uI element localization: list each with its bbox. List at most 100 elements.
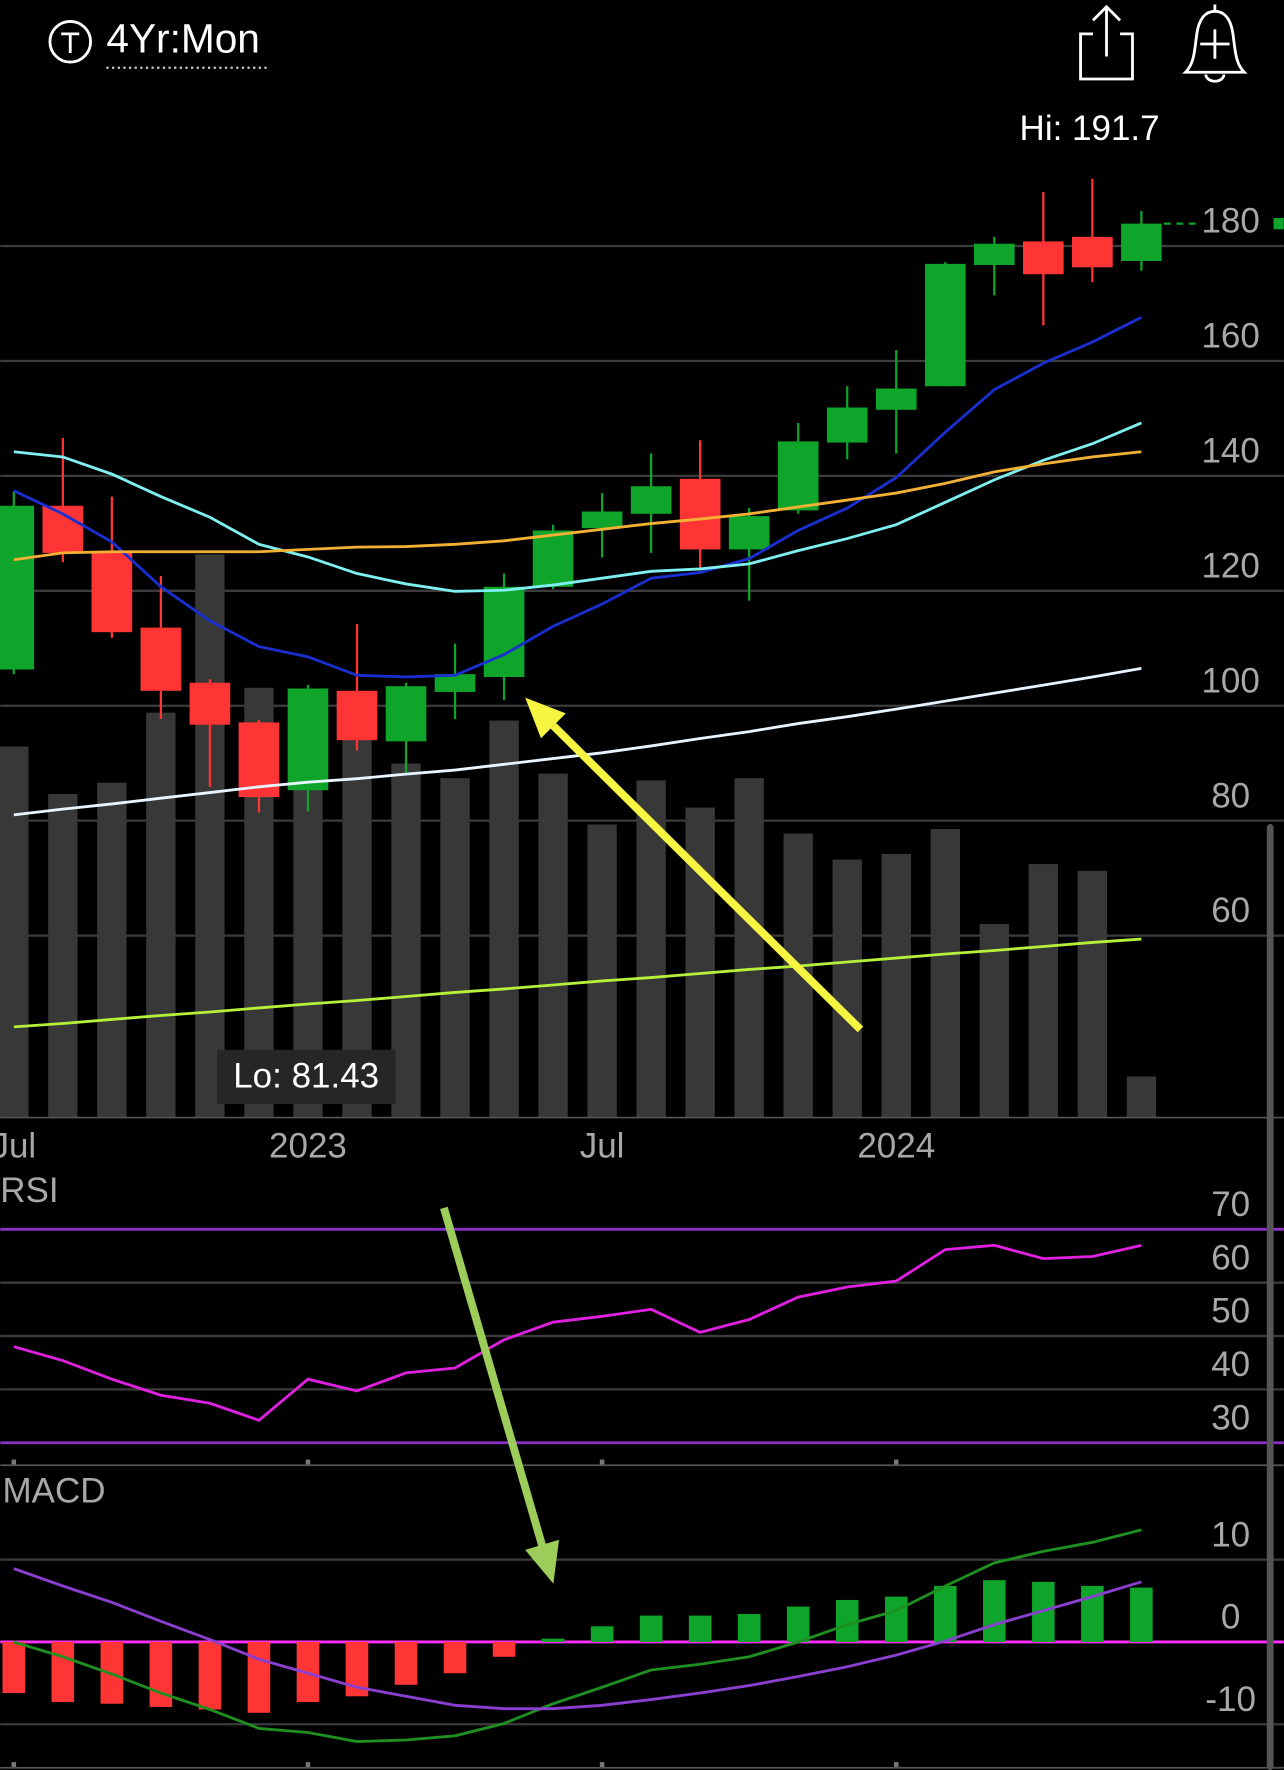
indicator-line [13, 316, 1143, 679]
candle-body [287, 688, 329, 791]
y-tick-label: -10 [1205, 1680, 1256, 1719]
candle-body [0, 505, 35, 670]
candle-body [1023, 241, 1064, 275]
x-tick-label: Jul [580, 1126, 625, 1165]
candle-body [777, 441, 819, 511]
candle-body [679, 478, 721, 550]
candles [0, 178, 1162, 813]
volume-bar [1077, 870, 1108, 1118]
front-layer: 1801601401201008060Jul2023Jul20247060504… [0, 178, 1284, 1768]
y-tick-label: 0 [1221, 1598, 1240, 1637]
share-button[interactable] [1079, 4, 1134, 81]
volume-bar [0, 746, 29, 1118]
candle-body [434, 674, 476, 692]
volume-bar [440, 778, 470, 1118]
period-icon-glyph [61, 32, 80, 54]
volume-bar [587, 824, 617, 1118]
histogram-bar [933, 1585, 957, 1642]
x-tick-label: 2024 [857, 1126, 935, 1165]
histogram-bar [983, 1580, 1006, 1642]
histogram-bar [835, 1599, 859, 1642]
bell-icon [1182, 9, 1248, 74]
low-label-box [216, 1049, 396, 1104]
candle-body [1121, 223, 1162, 261]
candle-body [140, 627, 182, 691]
y-tick-label: 120 [1201, 546, 1259, 585]
green-arrowhead [525, 1539, 560, 1584]
x-tick-label: Jul [0, 1126, 36, 1165]
yellow-arrow [550, 723, 864, 1033]
histogram-bar [541, 1638, 565, 1642]
green-arrow [440, 1206, 546, 1547]
volume-bar [195, 554, 225, 1118]
y-tick-label: 140 [1201, 432, 1259, 471]
candle-body [875, 388, 917, 410]
indicator-line [13, 421, 1142, 593]
histogram-bar [345, 1641, 369, 1697]
yellow-arrowhead [525, 697, 566, 739]
candle-body [630, 486, 672, 514]
y-tick-label: 50 [1211, 1292, 1250, 1331]
histogram-bar [786, 1606, 810, 1642]
candle-body [973, 243, 1015, 266]
histogram-bar [247, 1641, 271, 1713]
histogram-bar [1130, 1587, 1153, 1642]
y-tick-label: 80 [1211, 776, 1250, 815]
panel-title: MACD [3, 1472, 106, 1511]
low-label: Lo: 81.43 [233, 1056, 379, 1095]
volume-bar [685, 807, 715, 1118]
period-button[interactable]: 4Yr:Mon [48, 16, 268, 69]
volume-bar [489, 720, 519, 1118]
volume-bar [97, 782, 127, 1118]
candle-body [189, 682, 231, 725]
volume-bar [832, 859, 862, 1118]
y-tick-label: 60 [1211, 1238, 1250, 1277]
indicator-line [13, 1528, 1142, 1743]
candle-body [1072, 236, 1113, 268]
histogram-bar [492, 1641, 516, 1657]
histogram-bar [590, 1626, 614, 1642]
high-label: Hi: 191.7 [1020, 109, 1160, 148]
candle-body [385, 686, 427, 742]
volume-bar [734, 778, 764, 1118]
candle-body [483, 586, 525, 678]
histogram-bar [443, 1641, 467, 1674]
histogram-bar [688, 1615, 712, 1642]
y-tick-label: 60 [1211, 891, 1250, 930]
volume-bar [1028, 864, 1059, 1118]
candle-body [532, 530, 574, 587]
candle-body [581, 511, 623, 529]
y-tick-label: 40 [1211, 1345, 1250, 1384]
last-price-marker [1273, 217, 1284, 230]
histogram-bar [639, 1615, 663, 1642]
histogram-bar [884, 1596, 908, 1642]
candle-body [826, 407, 868, 443]
alert-button[interactable] [1182, 4, 1248, 83]
y-tick-label: 180 [1201, 202, 1259, 241]
share-arrow [1091, 4, 1122, 57]
bell-plus [1200, 4, 1230, 83]
volume-bar [881, 853, 911, 1118]
candle-body [336, 690, 378, 741]
candle-body [91, 552, 133, 633]
y-tick-label: 30 [1211, 1398, 1250, 1437]
indicator-line [13, 666, 1142, 817]
histogram-bar [51, 1641, 75, 1703]
share-icon [1079, 32, 1134, 81]
indicator-line [13, 1243, 1142, 1422]
volume-bar [538, 773, 568, 1118]
panel-title: RSI [0, 1171, 58, 1210]
indicator-line [13, 1567, 1142, 1711]
indicator-line [13, 450, 1142, 562]
x-tick-label: 2023 [269, 1126, 347, 1165]
volume-bar [146, 712, 176, 1118]
y-tick-label: 160 [1201, 317, 1259, 356]
candle-body [924, 263, 966, 387]
histogram-bar [1081, 1585, 1104, 1642]
volume-bar [48, 793, 78, 1118]
histogram-bar [198, 1641, 222, 1710]
histogram-bar [149, 1641, 173, 1708]
scrollbar[interactable] [1266, 824, 1274, 1770]
